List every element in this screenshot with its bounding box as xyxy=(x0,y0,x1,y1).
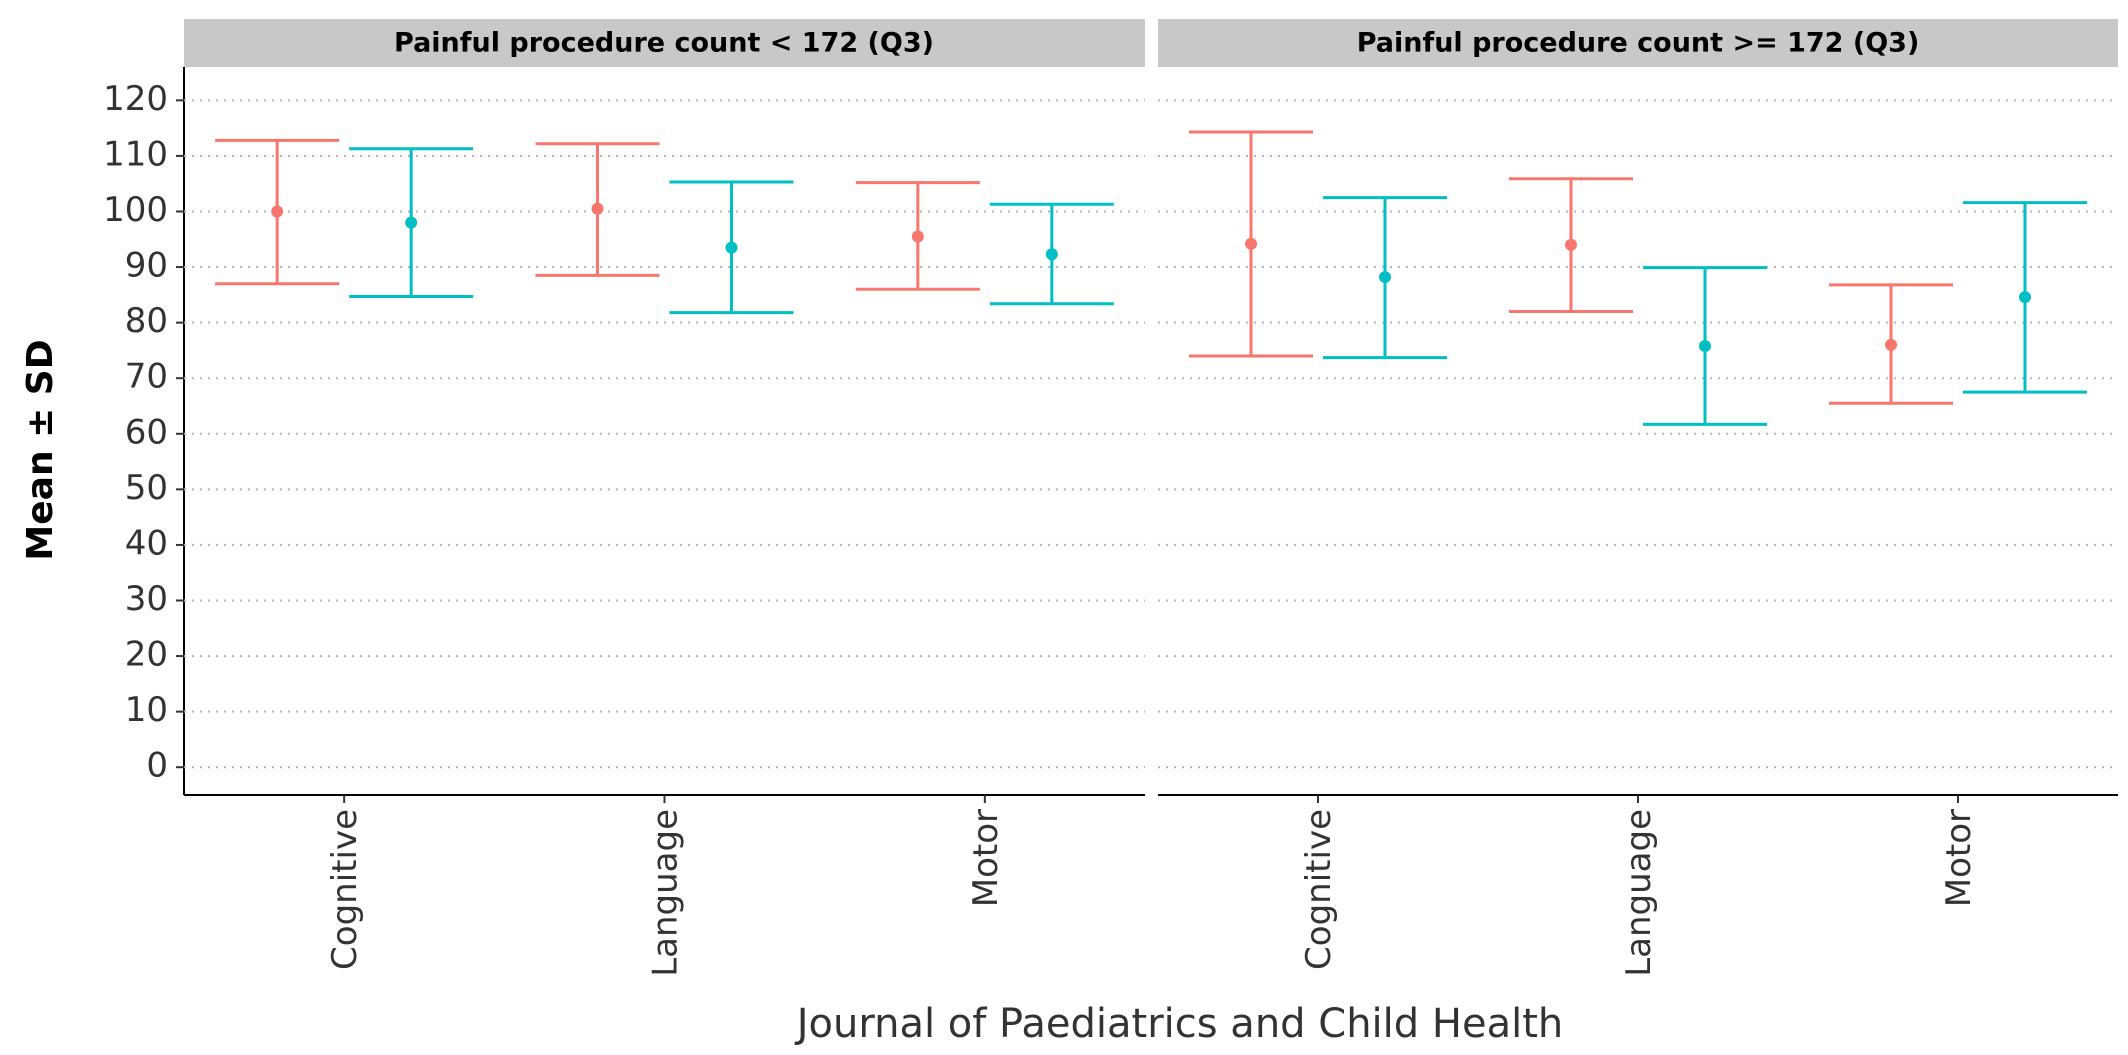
error-bar xyxy=(349,147,474,299)
x-axis-ticks: Cognitive Language Motor Cognitive Language M… xyxy=(325,795,1979,977)
panel-1-strip xyxy=(184,19,1145,67)
error-bar xyxy=(1829,283,1953,405)
x-tick-label: Motor xyxy=(966,809,1006,907)
error-bar xyxy=(669,180,794,315)
mean-point xyxy=(1379,271,1391,284)
y-tick-label: 60 xyxy=(125,412,168,452)
error-bar xyxy=(1323,196,1447,360)
error-bar xyxy=(1189,130,1313,358)
mean-point xyxy=(1885,338,1897,351)
y-tick-label: 110 xyxy=(103,134,168,174)
panel-2-title: Painful procedure count >= 172 (Q3) xyxy=(1357,28,1920,59)
x-tick-label: Cognitive xyxy=(325,809,365,970)
mean-point xyxy=(2019,291,2031,304)
mean-point xyxy=(1699,339,1711,352)
x-tick-label: Cognitive xyxy=(1299,809,1339,970)
mean-point xyxy=(591,202,604,215)
error-bar xyxy=(1963,201,2087,394)
grid-lines xyxy=(184,99,2118,769)
mean-point xyxy=(405,216,418,229)
y-tick-label: 20 xyxy=(125,635,168,675)
y-tick-label: 10 xyxy=(125,690,168,730)
y-tick-label: 0 xyxy=(146,746,168,786)
mean-point xyxy=(1245,237,1257,250)
mean-point xyxy=(271,205,284,218)
mean-point xyxy=(1045,248,1058,261)
y-tick-label: 40 xyxy=(125,523,168,563)
y-tick-label: 50 xyxy=(125,468,168,508)
y-tick-label: 30 xyxy=(125,579,168,619)
y-tick-label: 100 xyxy=(103,190,168,230)
mean-point xyxy=(725,241,738,254)
error-bar xyxy=(535,142,660,277)
x-tick-label: Language xyxy=(646,809,686,977)
x-tick-label: Language xyxy=(1619,809,1659,977)
panel-2-strip xyxy=(1158,19,2118,67)
error-bar xyxy=(855,181,980,291)
y-axis-ticks: 0 10 20 30 40 50 60 70 80 90 100 110 120 xyxy=(103,79,184,786)
panel-1-axes xyxy=(183,67,1145,796)
caption: Journal of Paediatrics and Child Health xyxy=(794,1001,1564,1047)
error-bars xyxy=(215,130,2087,426)
y-axis-label: Mean ± SD xyxy=(20,339,61,560)
panel-1-title: Painful procedure count < 172 (Q3) xyxy=(394,28,934,59)
error-bar xyxy=(1643,266,1767,426)
error-bar xyxy=(1509,177,1633,314)
error-bar xyxy=(989,202,1114,306)
y-tick-label: 70 xyxy=(125,357,168,397)
y-tick-label: 120 xyxy=(103,79,168,119)
x-tick-label: Motor xyxy=(1939,809,1979,907)
y-tick-label: 90 xyxy=(125,246,168,286)
mean-point xyxy=(911,230,924,243)
y-tick-label: 80 xyxy=(125,301,168,341)
error-bar xyxy=(215,138,340,286)
mean-point xyxy=(1565,238,1577,251)
